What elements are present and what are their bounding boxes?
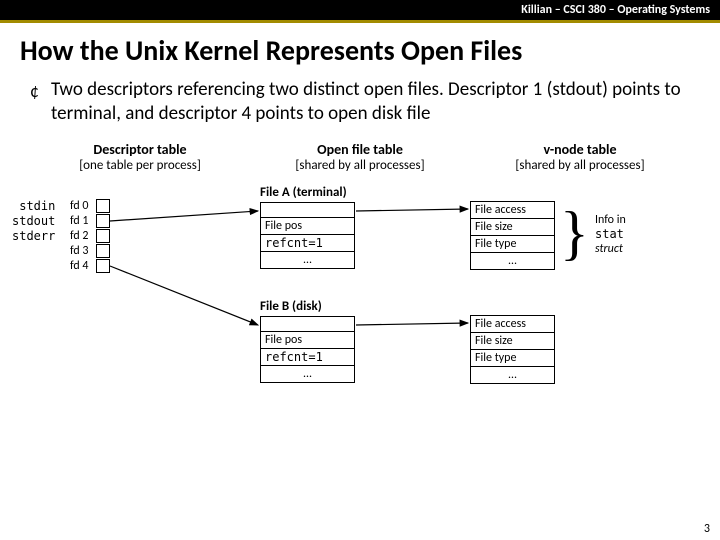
bullet-marker: ¢ bbox=[30, 80, 39, 126]
vnode-a-block: File access File size File type … bbox=[470, 201, 555, 270]
fd1: fd 1 bbox=[70, 214, 88, 229]
vnode-a-dots: … bbox=[470, 253, 555, 270]
bullet-row: ¢ Two descriptors referencing two distin… bbox=[30, 78, 690, 126]
vnode-a-size: File size bbox=[470, 219, 555, 236]
file-b-ref: refcnt=1 bbox=[260, 349, 355, 366]
file-a-dots: … bbox=[260, 252, 355, 269]
page-number: 3 bbox=[704, 522, 710, 536]
col-open-title: Open file table bbox=[250, 141, 470, 158]
fd-box-4 bbox=[96, 259, 110, 273]
vnode-b-block: File access File size File type … bbox=[470, 315, 555, 384]
col-vnode-title: v-node table bbox=[470, 141, 690, 158]
vnode-b-type: File type bbox=[470, 350, 555, 367]
fd2: fd 2 bbox=[70, 229, 88, 244]
fd0: fd 0 bbox=[70, 199, 88, 214]
vnode-b-box: File access File size File type … bbox=[470, 315, 555, 384]
col-open: Open file table [shared by all processes… bbox=[250, 141, 470, 173]
arrows-svg bbox=[30, 179, 690, 409]
side-l2: stat bbox=[595, 227, 624, 241]
vnode-a-type: File type bbox=[470, 236, 555, 253]
fd-box-2 bbox=[96, 229, 110, 243]
file-b-pos: File pos bbox=[260, 332, 355, 349]
vnode-b-access: File access bbox=[470, 315, 555, 333]
file-a-pos: File pos bbox=[260, 218, 355, 235]
fd-labels: fd 0 fd 1 fd 2 fd 3 fd 4 bbox=[70, 199, 88, 274]
side-l1: Info in bbox=[595, 213, 626, 227]
fd-box-0 bbox=[96, 199, 110, 213]
file-a-ref: refcnt=1 bbox=[260, 235, 355, 252]
fd-box-1 bbox=[96, 214, 110, 228]
stdin-label: stdin bbox=[12, 199, 55, 214]
fd-box-3 bbox=[96, 244, 110, 258]
content-area: ¢ Two descriptors referencing two distin… bbox=[0, 78, 720, 409]
file-a-blank bbox=[260, 202, 355, 218]
file-b-blank bbox=[260, 316, 355, 332]
fd3: fd 3 bbox=[70, 244, 88, 259]
side-l3: struct bbox=[595, 242, 623, 256]
file-a-block: File A (terminal) File pos refcnt=1 … bbox=[260, 185, 355, 269]
file-a-box: File pos refcnt=1 … bbox=[260, 202, 355, 269]
stdout-label: stdout bbox=[12, 214, 55, 229]
bullet-text: Two descriptors referencing two distinct… bbox=[51, 78, 690, 126]
col-desc: Descriptor table [one table per process] bbox=[30, 141, 250, 173]
col-open-sub: [shared by all processes] bbox=[250, 158, 470, 173]
file-b-box: File pos refcnt=1 … bbox=[260, 316, 355, 383]
header-text: Killian – CSCI 380 – Operating Systems bbox=[521, 3, 710, 17]
brace-icon: } bbox=[560, 203, 589, 263]
col-desc-title: Descriptor table bbox=[30, 141, 250, 158]
file-b-title: File B (disk) bbox=[260, 299, 355, 314]
side-label: Info in stat struct bbox=[595, 213, 626, 256]
column-headers: Descriptor table [one table per process]… bbox=[30, 141, 690, 173]
col-desc-sub: [one table per process] bbox=[30, 158, 250, 173]
file-b-dots: … bbox=[260, 366, 355, 383]
vnode-a-box: File access File size File type … bbox=[470, 201, 555, 270]
file-b-block: File B (disk) File pos refcnt=1 … bbox=[260, 299, 355, 383]
stderr-label: stderr bbox=[12, 229, 55, 244]
fd4: fd 4 bbox=[70, 259, 88, 274]
file-a-title: File A (terminal) bbox=[260, 185, 355, 200]
diagram: stdin stdout stderr fd 0 fd 1 fd 2 fd 3 … bbox=[30, 179, 690, 409]
col-vnode-sub: [shared by all processes] bbox=[470, 158, 690, 173]
fd-boxes bbox=[96, 199, 110, 274]
slide-header: Killian – CSCI 380 – Operating Systems bbox=[0, 0, 720, 23]
vnode-a-access: File access bbox=[470, 201, 555, 219]
col-vnode: v-node table [shared by all processes] bbox=[470, 141, 690, 173]
vnode-b-dots: … bbox=[470, 367, 555, 384]
vnode-b-size: File size bbox=[470, 333, 555, 350]
page-title: How the Unix Kernel Represents Open File… bbox=[0, 23, 720, 78]
std-labels: stdin stdout stderr bbox=[12, 199, 55, 244]
